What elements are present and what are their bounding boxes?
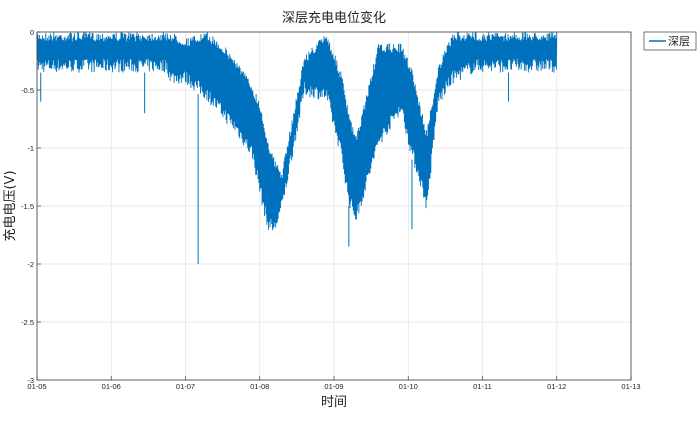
y-axis-ticks: 0 -0.5 -1 -1.5 -2 -2.5 -3	[21, 28, 41, 385]
chart-title: 深层充电电位变化	[282, 10, 386, 26]
x-tick-label: 01-06	[102, 382, 121, 391]
y-tick-label: 0	[30, 28, 34, 37]
y-tick-label: -1.5	[21, 202, 34, 211]
x-tick-label: 01-09	[324, 382, 343, 391]
legend-box	[643, 31, 697, 51]
y-axis-label: 充电电压(V)	[2, 170, 18, 241]
x-tick-label: 01-12	[547, 382, 566, 391]
series-line	[36, 31, 558, 230]
legend: 深层	[643, 31, 697, 51]
x-tick-label: 01-11	[473, 382, 492, 391]
y-tick-label: -0.5	[21, 86, 34, 95]
legend-label: 深层	[668, 35, 690, 48]
y-tick-label: -1	[27, 144, 34, 153]
x-tick-label: 01-13	[621, 382, 640, 391]
y-tick-label: -2	[27, 260, 34, 269]
plot-area	[36, 31, 558, 264]
y-tick-label: -2.5	[21, 318, 34, 327]
x-tick-label: 01-05	[27, 382, 46, 391]
x-axis-ticks: 01-05 01-06 01-07 01-08 01-09 01-10 01-11 01-12…	[27, 376, 641, 391]
x-tick-label: 01-08	[250, 382, 269, 391]
x-tick-label: 01-10	[399, 382, 418, 391]
x-axis-label: 时间	[321, 395, 347, 410]
x-tick-label: 01-07	[176, 382, 195, 391]
y-tick-label: -3	[27, 376, 34, 385]
